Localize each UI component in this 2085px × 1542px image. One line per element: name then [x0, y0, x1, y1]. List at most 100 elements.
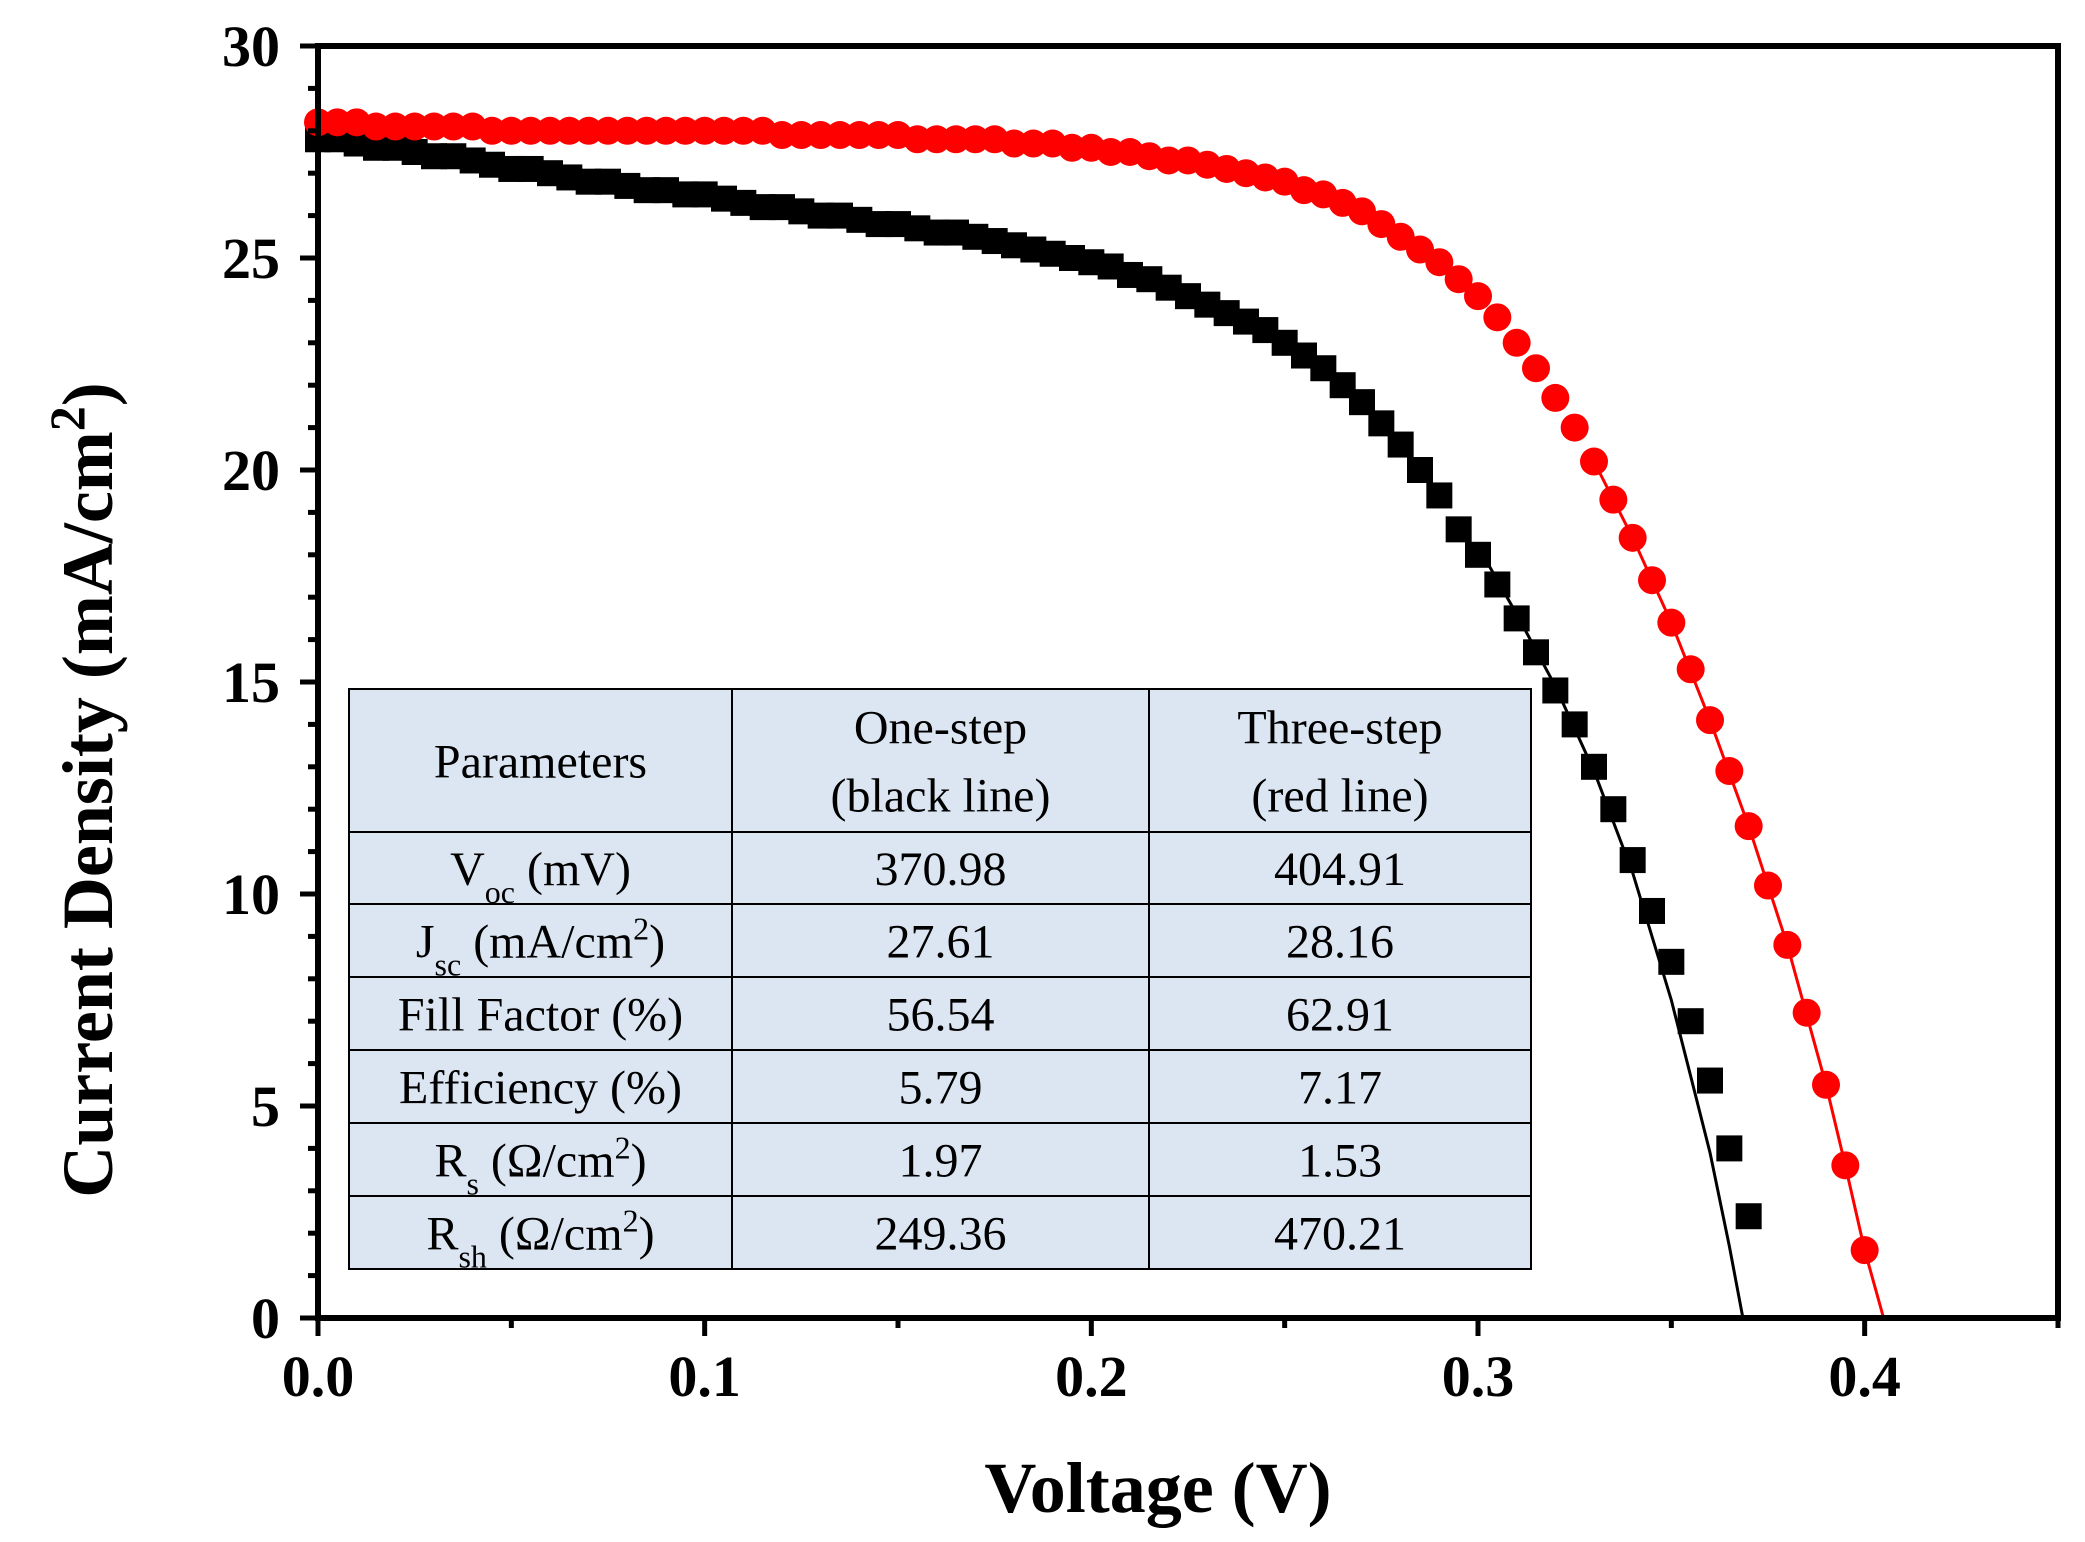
- label-text: Efficiency (%): [399, 1062, 682, 1115]
- data-point: [1850, 1236, 1879, 1265]
- axes-layer: 0.0 0.1 0.2 0.3 0.4 0 5 10 15 20 25 30: [222, 14, 2061, 1409]
- data-point: [1715, 757, 1744, 786]
- data-point: [1677, 1008, 1704, 1035]
- data-point: [942, 125, 970, 154]
- data-point: [1639, 897, 1665, 924]
- table-cell-one-step: 5.79: [899, 1062, 983, 1115]
- data-point: [420, 112, 448, 141]
- label-text: ): [631, 1135, 647, 1188]
- table-header-three-step: Three-step: [1237, 702, 1442, 755]
- data-point: [787, 121, 816, 150]
- table-row-label: Rsh (Ω/cm2): [426, 1203, 654, 1275]
- table-header-one-step: One-step: [854, 702, 1027, 755]
- label-text: (Ω/cm: [479, 1135, 615, 1188]
- data-point: [1387, 431, 1414, 458]
- x-tick-label: 0.1: [668, 1344, 741, 1409]
- table-header-three-step-note: (red line): [1251, 770, 1428, 823]
- data-point: [1561, 711, 1588, 738]
- y-axis-title-sup: 2: [39, 406, 95, 431]
- data-point: [478, 116, 506, 145]
- data-point: [400, 112, 429, 141]
- data-point: [1444, 265, 1473, 294]
- data-point: [323, 108, 352, 137]
- table-cell-three-step: 62.91: [1286, 989, 1394, 1042]
- y-tick-label: 10: [222, 862, 280, 927]
- table-cell-three-step: 1.53: [1298, 1135, 1382, 1188]
- data-point: [1600, 796, 1627, 823]
- label-sub: s: [466, 1166, 478, 1202]
- table-cell-one-step: 27.61: [887, 916, 995, 969]
- data-point: [903, 125, 932, 154]
- series-one-step: [305, 126, 1762, 1319]
- data-point: [1096, 138, 1125, 166]
- data-point: [768, 121, 796, 150]
- data-point: [1484, 571, 1511, 598]
- data-point: [574, 116, 603, 145]
- data-point: [1735, 1203, 1762, 1230]
- x-tick-label: 0.4: [1828, 1344, 1901, 1409]
- data-point: [1019, 129, 1048, 158]
- table-row-label: Jsc (mA/cm2): [416, 911, 665, 983]
- data-point: [1581, 753, 1607, 780]
- label-text: V: [450, 843, 485, 896]
- table-row-label: Fill Factor (%): [398, 989, 683, 1042]
- inset-table: Parameters One-step (black line) Three-step…: [348, 688, 1532, 1275]
- label-text: Fill Factor (%): [398, 989, 683, 1042]
- data-point: [1618, 523, 1647, 552]
- data-point: [439, 112, 468, 141]
- data-point: [632, 116, 661, 145]
- label-text: (mV): [515, 843, 631, 896]
- table-cell-one-step: 370.98: [875, 843, 1007, 896]
- label-text: R: [426, 1208, 458, 1261]
- label-text: J: [416, 916, 435, 969]
- table-cell-one-step: 249.36: [875, 1208, 1007, 1261]
- data-point: [1154, 146, 1183, 175]
- table-row-label: Voc (mV): [450, 843, 631, 910]
- table-cell-one-step: 1.97: [899, 1135, 983, 1188]
- data-point: [710, 116, 738, 145]
- data-point: [1657, 608, 1686, 637]
- data-point: [1407, 457, 1433, 483]
- data-point: [497, 116, 526, 145]
- data-point: [1792, 998, 1821, 1027]
- data-point: [864, 121, 893, 150]
- data-point: [1676, 655, 1705, 684]
- data-point: [1541, 383, 1570, 412]
- y-tick-label: 25: [222, 226, 280, 291]
- data-point: [516, 116, 545, 145]
- axis-titles: Voltage (V) Current Density (mA/cm2): [39, 382, 1332, 1528]
- label-text: ): [649, 916, 665, 969]
- label-text: (mA/cm: [461, 916, 633, 969]
- label-text: (Ω/cm: [487, 1208, 623, 1261]
- data-point: [1058, 133, 1086, 162]
- data-point: [1696, 706, 1724, 735]
- data-point: [1831, 1151, 1860, 1180]
- data-point: [613, 116, 642, 145]
- label-sup: 2: [623, 1203, 639, 1239]
- label-text: R: [434, 1135, 466, 1188]
- y-axis-title: Current Density (mA/cm2): [39, 382, 128, 1198]
- table-row-label: Rs (Ω/cm2): [434, 1130, 646, 1202]
- y-tick-label: 5: [251, 1074, 280, 1139]
- data-point: [845, 121, 874, 150]
- table-cell-three-step: 404.91: [1274, 843, 1406, 896]
- table-row-label: Efficiency (%): [399, 1062, 682, 1115]
- data-point: [1599, 485, 1628, 514]
- table-cell-three-step: 470.21: [1274, 1208, 1406, 1261]
- label-sub: oc: [485, 874, 515, 910]
- data-point: [652, 116, 680, 145]
- table-header-one-step-note: (black line): [831, 770, 1051, 823]
- label-sup: 2: [615, 1130, 631, 1166]
- data-point: [1560, 413, 1589, 442]
- label-sup: 2: [633, 911, 649, 947]
- table-cell-three-step: 28.16: [1286, 916, 1394, 969]
- data-point: [1503, 605, 1530, 632]
- data-point: [1483, 303, 1512, 332]
- data-point: [1716, 1135, 1743, 1162]
- y-tick-label: 15: [222, 650, 280, 715]
- x-tick-label: 0.3: [1442, 1344, 1515, 1409]
- data-point: [1465, 541, 1491, 568]
- data-point: [1426, 482, 1453, 509]
- data-point: [1523, 639, 1549, 666]
